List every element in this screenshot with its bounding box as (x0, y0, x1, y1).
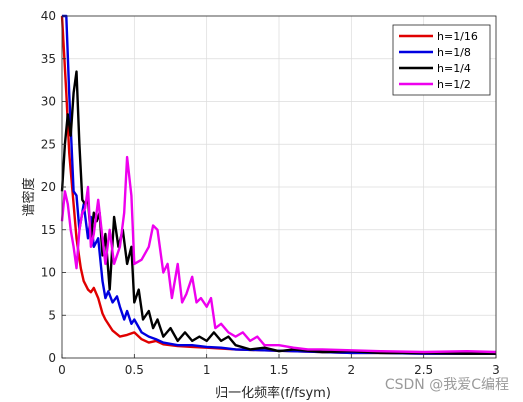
y-tick-label: 0 (48, 351, 56, 365)
legend-label-3: h=1/4 (437, 62, 471, 75)
y-tick-label: 30 (41, 95, 56, 109)
x-tick-label: 0.5 (125, 363, 144, 377)
y-tick-label: 5 (48, 308, 56, 322)
y-axis-label: 谱密度 (21, 177, 37, 216)
watermark: CSDN @我爱C编程 (385, 377, 509, 393)
x-tick-label: 1.5 (269, 363, 288, 377)
legend-label-1: h=1/16 (437, 30, 478, 43)
x-tick-label: 2 (348, 363, 356, 377)
series-layer (60, 14, 497, 355)
y-tick-label: 20 (41, 180, 56, 194)
x-tick-label: 0 (58, 363, 66, 377)
y-tick-label: 10 (41, 266, 56, 280)
x-tick-label: 1 (203, 363, 211, 377)
y-tick-label: 35 (41, 52, 56, 66)
x-axis-label: 归一化频率(f/fsym) (215, 385, 331, 401)
legend-label-2: h=1/8 (437, 46, 471, 59)
y-tick-label: 40 (41, 9, 56, 23)
legend: h=1/16 h=1/8 h=1/4 h=1/2 (392, 24, 491, 96)
series-line-4 (60, 155, 497, 354)
x-tick-label: 2.5 (414, 363, 433, 377)
y-tick-label: 25 (41, 137, 56, 151)
legend-label-4: h=1/2 (437, 78, 471, 91)
y-tick-label: 15 (41, 223, 56, 237)
x-tick-label: 3 (492, 363, 500, 377)
